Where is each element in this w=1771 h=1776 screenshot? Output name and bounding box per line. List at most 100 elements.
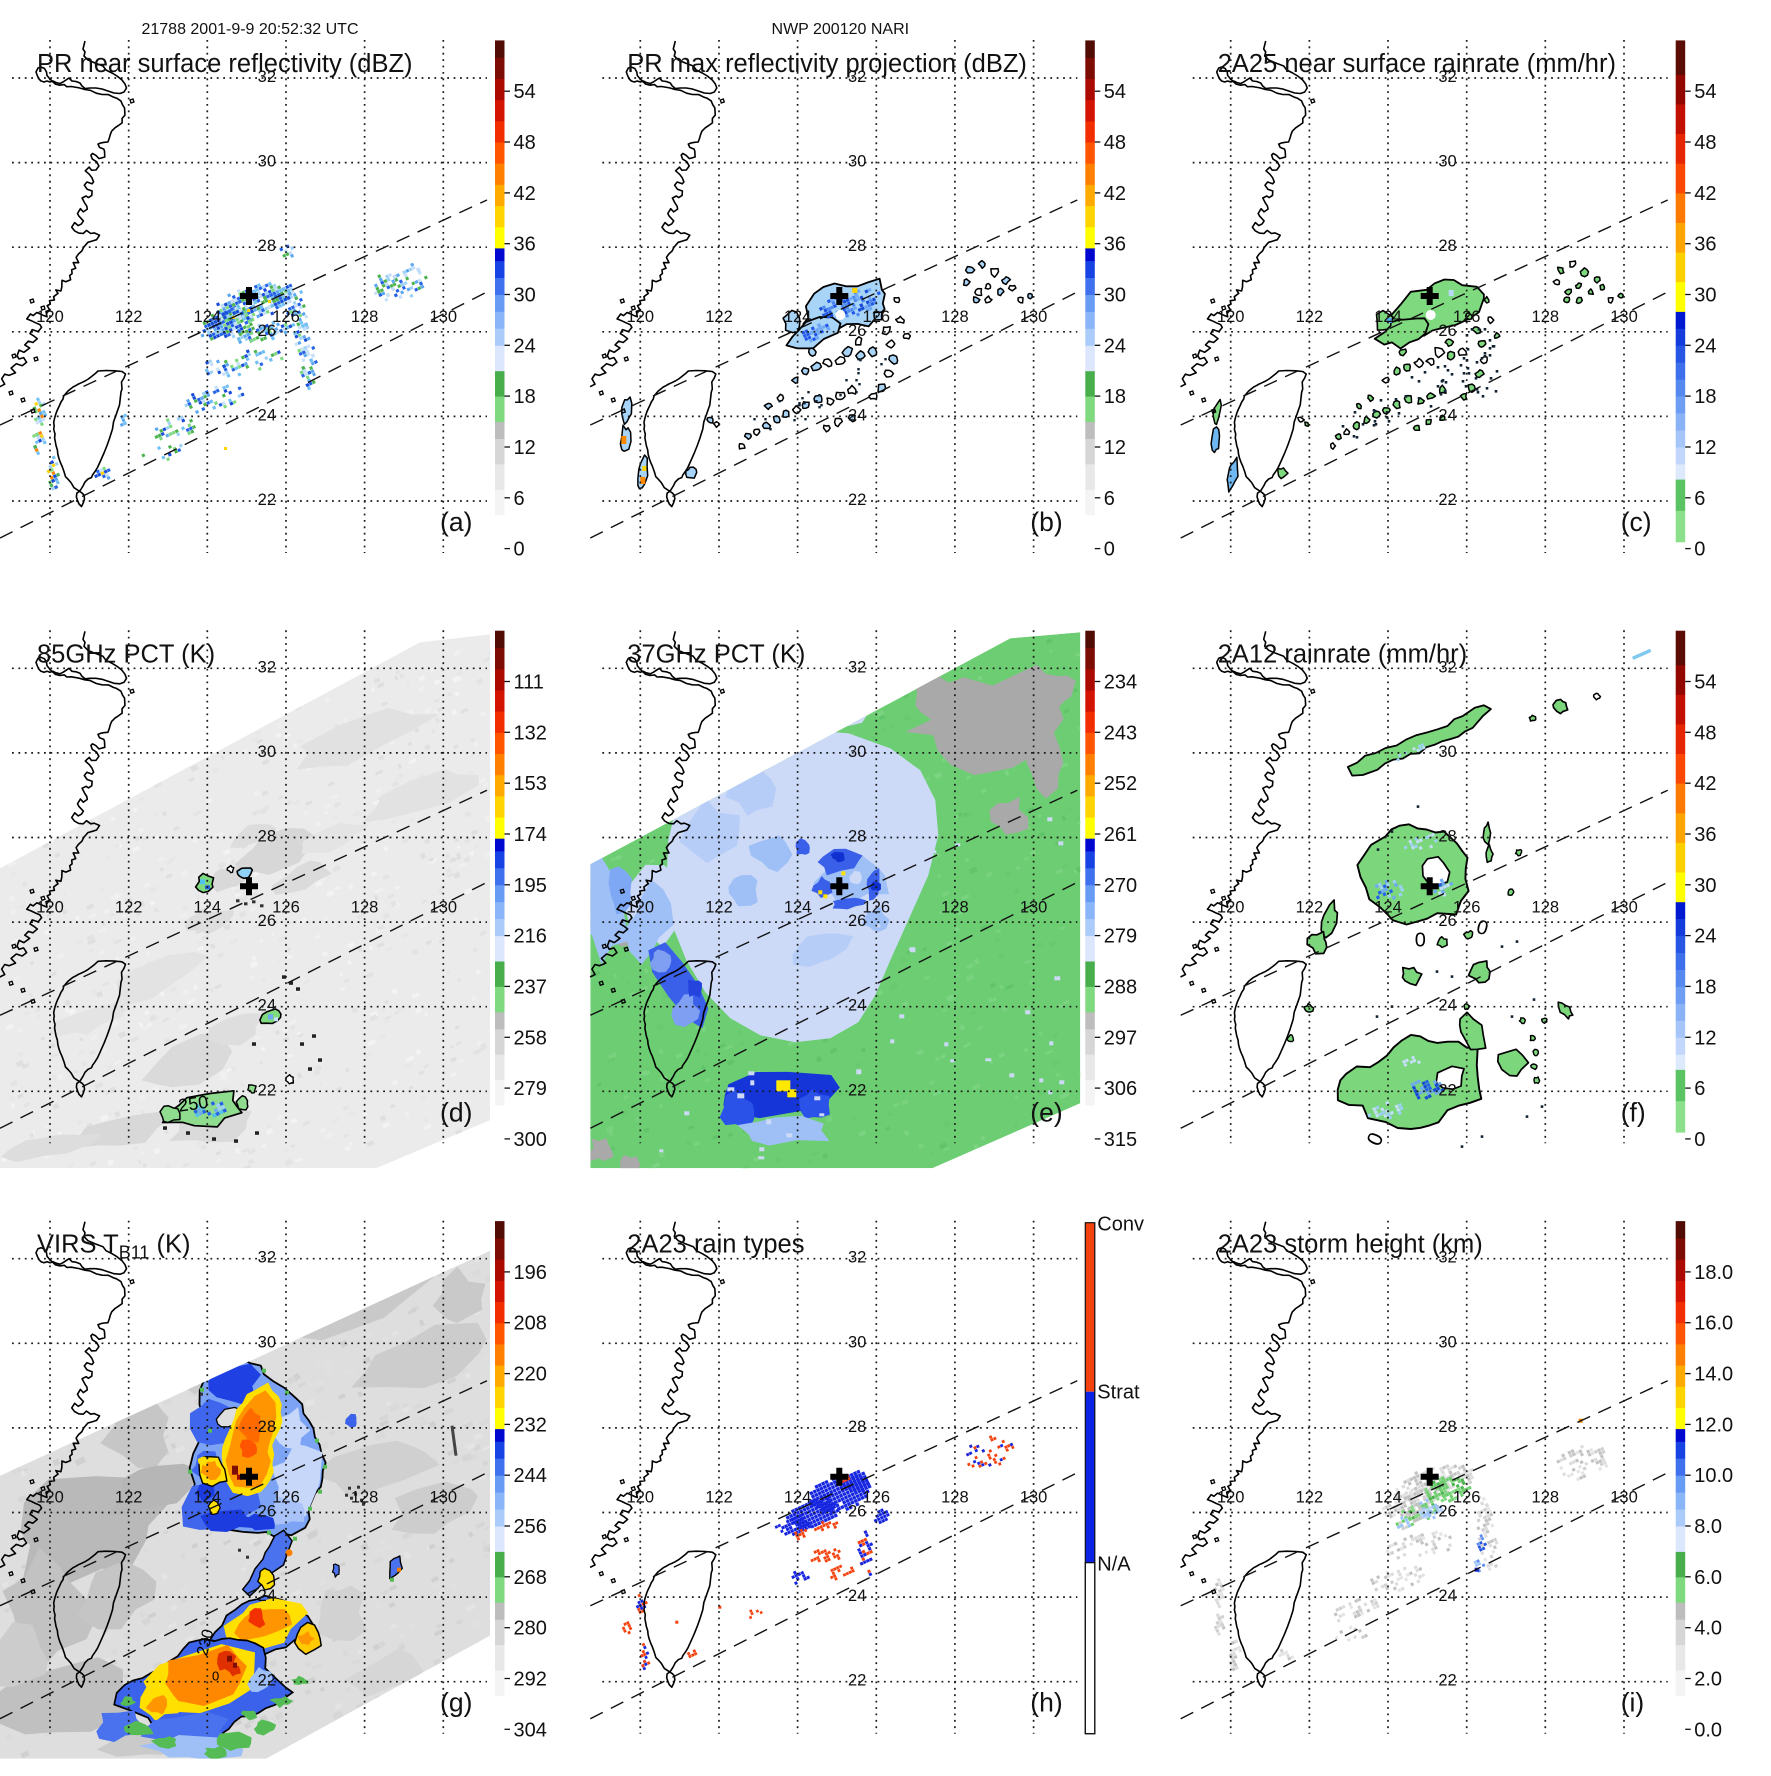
- svg-text:22: 22: [1438, 1081, 1456, 1099]
- svg-text:30: 30: [1438, 743, 1456, 761]
- svg-text:10.0: 10.0: [1694, 1465, 1733, 1487]
- svg-text:28: 28: [1438, 828, 1456, 846]
- svg-text:(d): (d): [440, 1097, 472, 1127]
- svg-text:220: 220: [514, 1364, 547, 1386]
- svg-text:32: 32: [1438, 1249, 1456, 1267]
- svg-text:22: 22: [1438, 491, 1456, 509]
- svg-text:2A23 rain types: 2A23 rain types: [627, 1231, 804, 1259]
- svg-text:(h): (h): [1030, 1688, 1062, 1718]
- svg-text:28: 28: [258, 828, 276, 846]
- svg-text:126: 126: [1453, 898, 1481, 916]
- svg-text:128: 128: [351, 898, 379, 916]
- svg-text:130: 130: [1610, 898, 1638, 916]
- svg-text:32: 32: [848, 658, 866, 676]
- svg-text:306: 306: [1104, 1078, 1137, 1100]
- svg-text:6: 6: [1104, 488, 1115, 510]
- svg-text:24: 24: [1694, 926, 1716, 948]
- svg-text:26: 26: [258, 322, 276, 340]
- svg-text:237: 237: [514, 976, 547, 998]
- svg-text:130: 130: [430, 308, 458, 326]
- svg-text:124: 124: [1374, 898, 1402, 916]
- svg-text:130: 130: [430, 898, 458, 916]
- svg-text:42: 42: [1104, 183, 1126, 205]
- svg-text:130: 130: [430, 1489, 458, 1507]
- svg-text:256: 256: [514, 1516, 547, 1538]
- svg-text:0: 0: [212, 1669, 219, 1684]
- svg-text:54: 54: [1694, 81, 1716, 103]
- svg-text:22: 22: [848, 1672, 866, 1690]
- svg-text:268: 268: [514, 1567, 547, 1589]
- svg-text:28: 28: [848, 237, 866, 255]
- svg-text:30: 30: [1694, 875, 1716, 897]
- svg-text:0.0: 0.0: [1694, 1719, 1722, 1741]
- svg-text:24: 24: [258, 1587, 276, 1605]
- svg-text:122: 122: [705, 898, 733, 916]
- svg-text:130: 130: [1610, 1489, 1638, 1507]
- svg-text:PR near surface reflectivity (: PR near surface reflectivity (dBZ): [37, 50, 413, 78]
- svg-text:126: 126: [272, 308, 300, 326]
- svg-text:12: 12: [1104, 437, 1126, 459]
- svg-text:36: 36: [1694, 234, 1716, 256]
- svg-text:18: 18: [1694, 386, 1716, 408]
- svg-text:28: 28: [848, 1418, 866, 1436]
- svg-text:24: 24: [1438, 406, 1456, 424]
- svg-text:230: 230: [194, 1627, 217, 1657]
- svg-text:30: 30: [848, 743, 866, 761]
- svg-text:234: 234: [1104, 672, 1137, 694]
- svg-text:122: 122: [115, 308, 143, 326]
- svg-text:12: 12: [1694, 1027, 1716, 1049]
- svg-text:30: 30: [258, 153, 276, 171]
- svg-text:28: 28: [1438, 237, 1456, 255]
- svg-text:0: 0: [514, 539, 525, 561]
- svg-text:28: 28: [258, 1418, 276, 1436]
- svg-text:128: 128: [1532, 898, 1560, 916]
- svg-text:24: 24: [258, 406, 276, 424]
- svg-text:(g): (g): [440, 1688, 472, 1718]
- svg-text:32: 32: [1438, 658, 1456, 676]
- svg-text:(b): (b): [1030, 507, 1062, 537]
- svg-text:24: 24: [1438, 1587, 1456, 1605]
- svg-text:30: 30: [514, 285, 536, 307]
- svg-text:42: 42: [1694, 773, 1716, 795]
- svg-text:8.0: 8.0: [1694, 1516, 1722, 1538]
- svg-text:32: 32: [848, 1249, 866, 1267]
- svg-text:36: 36: [1104, 234, 1126, 256]
- svg-text:195: 195: [514, 875, 547, 897]
- svg-text:315: 315: [1104, 1129, 1137, 1151]
- svg-text:22: 22: [258, 1081, 276, 1099]
- svg-text:14.0: 14.0: [1694, 1364, 1733, 1386]
- svg-text:36: 36: [514, 234, 536, 256]
- svg-text:122: 122: [705, 1489, 733, 1507]
- svg-text:128: 128: [941, 1489, 969, 1507]
- svg-text:(e): (e): [1030, 1097, 1062, 1127]
- svg-text:120: 120: [627, 898, 655, 916]
- svg-text:279: 279: [1104, 926, 1137, 948]
- svg-text:126: 126: [272, 1489, 300, 1507]
- svg-text:128: 128: [1532, 1489, 1560, 1507]
- svg-text:18: 18: [514, 386, 536, 408]
- svg-text:22: 22: [848, 491, 866, 509]
- svg-text:0: 0: [1694, 539, 1705, 561]
- svg-text:120: 120: [627, 1489, 655, 1507]
- svg-text:21788 2001-9-9 20:52:32 UTC: 21788 2001-9-9 20:52:32 UTC: [141, 21, 358, 38]
- svg-text:30: 30: [848, 1333, 866, 1351]
- svg-text:28: 28: [848, 828, 866, 846]
- svg-text:48: 48: [1694, 722, 1716, 744]
- svg-text:292: 292: [514, 1669, 547, 1691]
- svg-text:208: 208: [514, 1313, 547, 1335]
- svg-text:258: 258: [514, 1027, 547, 1049]
- svg-text:(c): (c): [1621, 507, 1652, 537]
- svg-text:0: 0: [1474, 916, 1490, 940]
- svg-text:120: 120: [1217, 308, 1245, 326]
- svg-text:54: 54: [1694, 672, 1716, 694]
- svg-text:28: 28: [258, 237, 276, 255]
- svg-text:2A25 near surface rainrate (mm: 2A25 near surface rainrate (mm/hr): [1218, 50, 1616, 78]
- svg-text:122: 122: [1296, 308, 1324, 326]
- svg-text:128: 128: [941, 308, 969, 326]
- svg-text:4.0: 4.0: [1694, 1618, 1722, 1640]
- svg-text:128: 128: [351, 1489, 379, 1507]
- svg-text:54: 54: [1104, 81, 1126, 103]
- svg-text:304: 304: [514, 1719, 547, 1741]
- svg-text:216: 216: [514, 926, 547, 948]
- svg-text:48: 48: [514, 132, 536, 154]
